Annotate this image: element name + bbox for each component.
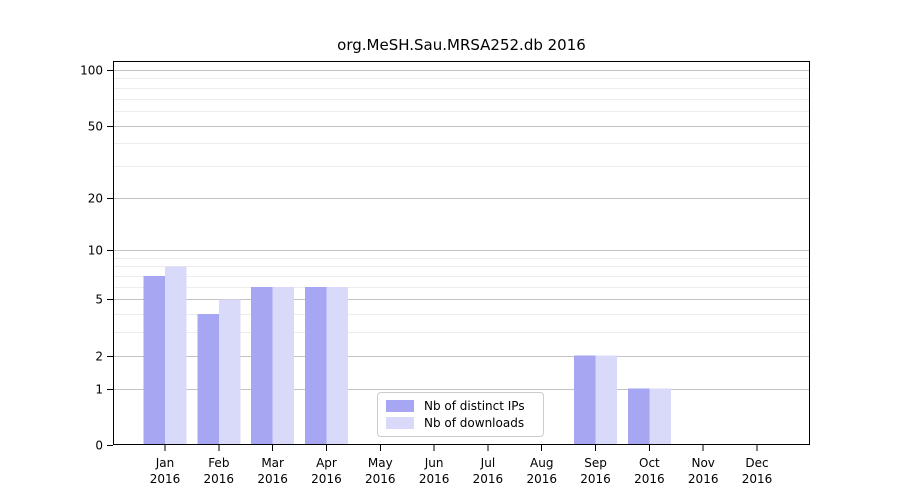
x-tick-label-month: Oct bbox=[639, 456, 660, 470]
x-tick-label-month: Apr bbox=[316, 456, 337, 470]
x-tick-label-month: Aug bbox=[530, 456, 553, 470]
x-tick-label-month: May bbox=[368, 456, 393, 470]
x-tick-label-year: 2016 bbox=[742, 472, 773, 486]
bar-downloads bbox=[165, 266, 187, 445]
legend: Nb of distinct IPs Nb of downloads bbox=[377, 392, 544, 437]
bar-downloads bbox=[595, 355, 618, 445]
x-tick-label-year: 2016 bbox=[688, 472, 719, 486]
legend-item-distinct-ips: Nb of distinct IPs bbox=[386, 399, 535, 413]
x-tick-label-year: 2016 bbox=[526, 472, 557, 486]
x-tick-label-year: 2016 bbox=[419, 472, 450, 486]
x-tick-label-year: 2016 bbox=[473, 472, 504, 486]
y-tick-label: 20 bbox=[88, 192, 103, 206]
x-tick-label-year: 2016 bbox=[365, 472, 396, 486]
y-tick-label: 50 bbox=[88, 120, 103, 134]
y-tick-label: 2 bbox=[95, 350, 103, 364]
bar-downloads bbox=[649, 388, 671, 445]
y-tick-label: 1 bbox=[95, 383, 103, 397]
x-tick-label-year: 2016 bbox=[580, 472, 611, 486]
bar-downloads bbox=[218, 299, 241, 445]
y-tick-label: 5 bbox=[95, 293, 103, 307]
legend-swatch-distinct-ips bbox=[386, 400, 414, 412]
x-tick-label-month: Jul bbox=[480, 456, 495, 470]
bar-downloads bbox=[326, 286, 348, 445]
bar-distinct-ips bbox=[627, 388, 650, 445]
x-tick-label-month: Mar bbox=[261, 456, 284, 470]
x-tick-label-year: 2016 bbox=[150, 472, 181, 486]
x-tick-label-year: 2016 bbox=[257, 472, 288, 486]
x-tick-label-year: 2016 bbox=[311, 472, 342, 486]
legend-swatch-downloads bbox=[386, 417, 414, 429]
x-tick-label-month: Sep bbox=[584, 456, 607, 470]
bar-distinct-ips bbox=[143, 276, 165, 445]
y-tick-label: 100 bbox=[80, 64, 103, 78]
plot-border bbox=[113, 61, 810, 445]
chart-title: org.MeSH.Sau.MRSA252.db 2016 bbox=[337, 36, 586, 54]
x-tick-label-month: Jan bbox=[155, 456, 175, 470]
legend-label-downloads: Nb of downloads bbox=[424, 416, 525, 430]
legend-item-downloads: Nb of downloads bbox=[386, 416, 535, 430]
x-tick-label-month: Jun bbox=[424, 456, 444, 470]
x-tick-label-year: 2016 bbox=[634, 472, 665, 486]
x-tick-label-month: Dec bbox=[745, 456, 768, 470]
bar-distinct-ips bbox=[574, 355, 596, 445]
x-tick-label-month: Nov bbox=[691, 456, 714, 470]
x-tick-label-year: 2016 bbox=[204, 472, 235, 486]
bar-distinct-ips bbox=[251, 286, 273, 445]
bar-distinct-ips bbox=[304, 286, 327, 445]
x-tick-label-month: Feb bbox=[208, 456, 229, 470]
y-tick-label: 0 bbox=[95, 439, 103, 453]
y-tick-label: 10 bbox=[88, 244, 103, 258]
legend-label-distinct-ips: Nb of distinct IPs bbox=[424, 399, 525, 413]
bar-distinct-ips bbox=[197, 314, 219, 445]
bar-downloads bbox=[272, 286, 295, 445]
